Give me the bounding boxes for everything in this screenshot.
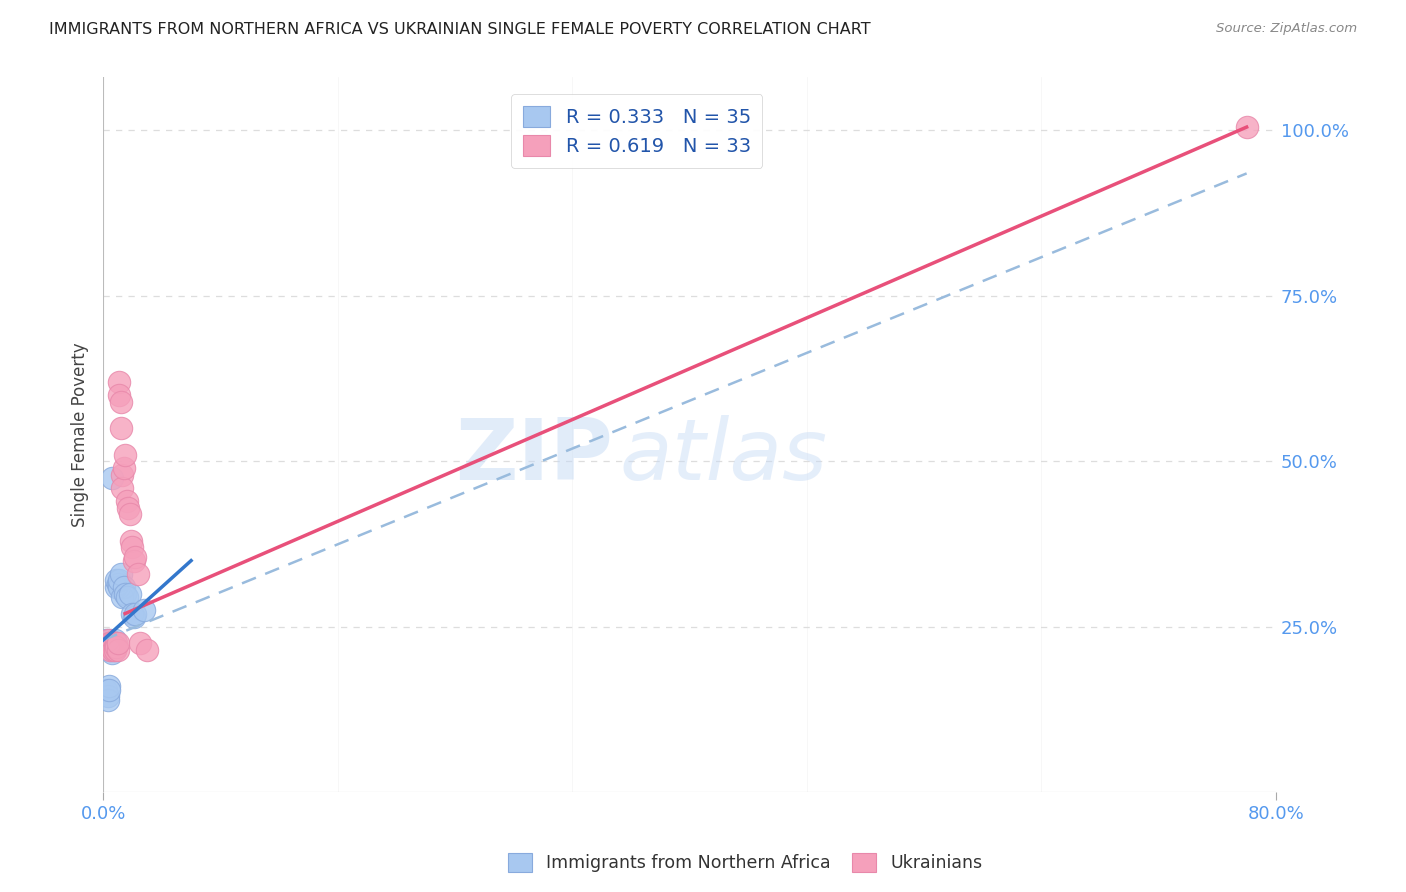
Point <box>114 448 136 462</box>
Point <box>96 633 118 648</box>
Point <box>98 679 121 693</box>
Point <box>110 566 132 581</box>
Point <box>101 471 124 485</box>
Point <box>101 640 124 654</box>
Point <box>111 481 134 495</box>
Point <box>100 633 122 648</box>
Point <box>122 610 145 624</box>
Point <box>100 643 122 657</box>
Point <box>110 421 132 435</box>
Point <box>105 636 128 650</box>
Text: IMMIGRANTS FROM NORTHERN AFRICA VS UKRAINIAN SINGLE FEMALE POVERTY CORRELATION C: IMMIGRANTS FROM NORTHERN AFRICA VS UKRAI… <box>49 22 870 37</box>
Point <box>101 643 124 657</box>
Point <box>128 636 150 650</box>
Text: atlas: atlas <box>619 415 827 498</box>
Text: ZIP: ZIP <box>456 415 613 498</box>
Point <box>121 541 143 555</box>
Point <box>98 640 121 654</box>
Point <box>98 636 121 650</box>
Point <box>103 643 125 657</box>
Point <box>98 640 121 654</box>
Point <box>111 590 134 604</box>
Point <box>112 461 135 475</box>
Point <box>118 587 141 601</box>
Point <box>100 643 122 657</box>
Point <box>118 508 141 522</box>
Point <box>101 646 124 660</box>
Point <box>107 643 129 657</box>
Point <box>111 467 134 482</box>
Point <box>96 692 118 706</box>
Point <box>105 580 128 594</box>
Point <box>96 636 118 650</box>
Point <box>105 574 128 588</box>
Point <box>98 682 121 697</box>
Point <box>94 633 117 648</box>
Point <box>108 580 131 594</box>
Point <box>96 690 118 704</box>
Y-axis label: Single Female Poverty: Single Female Poverty <box>72 343 89 527</box>
Point <box>121 607 143 621</box>
Point <box>124 550 146 565</box>
Point <box>120 533 142 548</box>
Point <box>108 388 131 402</box>
Point <box>108 375 131 389</box>
Point <box>136 643 159 657</box>
Point <box>104 643 127 657</box>
Point <box>114 587 136 601</box>
Point <box>103 640 125 654</box>
Point <box>108 574 131 588</box>
Point <box>101 636 124 650</box>
Point <box>124 607 146 621</box>
Point <box>101 640 124 654</box>
Point <box>98 643 121 657</box>
Point <box>105 640 128 654</box>
Point <box>134 603 156 617</box>
Point <box>100 636 122 650</box>
Point <box>127 566 149 581</box>
Text: Source: ZipAtlas.com: Source: ZipAtlas.com <box>1216 22 1357 36</box>
Point <box>115 494 138 508</box>
Point <box>103 636 125 650</box>
Point <box>104 633 127 648</box>
Point <box>94 682 117 697</box>
Point <box>104 643 127 657</box>
Point <box>107 576 129 591</box>
Point <box>100 636 122 650</box>
Point <box>104 640 127 654</box>
Point <box>107 636 129 650</box>
Point <box>1236 120 1258 134</box>
Point <box>117 500 139 515</box>
Point <box>122 554 145 568</box>
Point <box>112 580 135 594</box>
Point <box>115 590 138 604</box>
Legend: R = 0.333   N = 35, R = 0.619   N = 33: R = 0.333 N = 35, R = 0.619 N = 33 <box>512 95 762 168</box>
Legend: Immigrants from Northern Africa, Ukrainians: Immigrants from Northern Africa, Ukraini… <box>502 846 988 879</box>
Point <box>110 394 132 409</box>
